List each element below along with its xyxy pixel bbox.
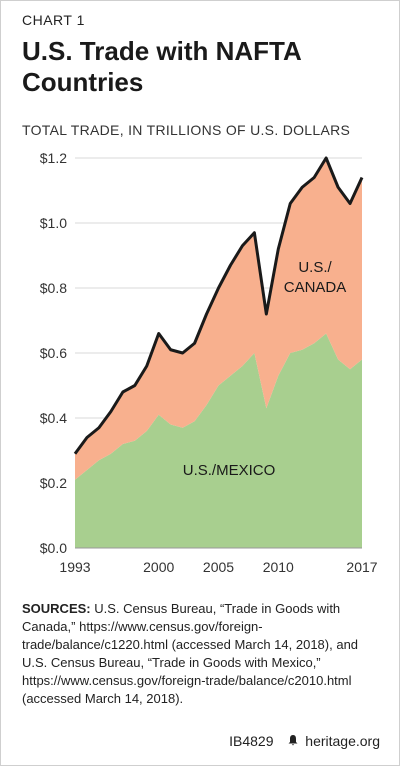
x-tick-label: 2017: [346, 559, 377, 575]
chart-title: U.S. Trade with NAFTA Countries: [22, 36, 301, 97]
y-tick-label: $0.0: [40, 540, 67, 556]
y-tick-label: $0.8: [40, 280, 67, 296]
footer: IB4829 heritage.org: [229, 733, 380, 749]
y-tick-label: $0.4: [40, 410, 67, 426]
y-tick-label: $0.2: [40, 475, 67, 491]
report-code: IB4829: [229, 733, 274, 749]
site-name: heritage.org: [305, 733, 380, 749]
x-tick-label: 1993: [59, 559, 90, 575]
sources-note: SOURCES: U.S. Census Bureau, “Trade in G…: [22, 600, 382, 708]
chart-kicker: CHART 1: [22, 12, 85, 28]
area-chart: $0.0 $0.2 $0.4 $0.6 $0.8 $1.0 $1.2 1993 2000 2005…: [40, 150, 378, 575]
chart-subtitle: TOTAL TRADE, IN TRILLIONS OF U.S. DOLLAR…: [22, 122, 351, 138]
mexico-area-label: U.S./MEXICO: [183, 462, 276, 479]
mexico-area: [75, 333, 362, 548]
y-tick-label: $1.2: [40, 150, 67, 166]
x-tick-label: 2005: [203, 559, 234, 575]
x-tick-label: 2010: [263, 559, 294, 575]
canada-area-label-line1: U.S./: [298, 259, 332, 276]
x-tick-label: 2000: [143, 559, 174, 575]
canada-area: [75, 158, 362, 480]
sources-text: U.S. Census Bureau, “Trade in Goods with…: [22, 601, 359, 706]
total-line: [73, 156, 364, 455]
y-tick-label: $1.0: [40, 215, 67, 231]
sources-label: SOURCES:: [22, 601, 91, 616]
y-tick-label: $0.6: [40, 345, 67, 361]
bell-icon: [287, 733, 299, 749]
canada-area-label-line2: CANADA: [284, 279, 347, 296]
